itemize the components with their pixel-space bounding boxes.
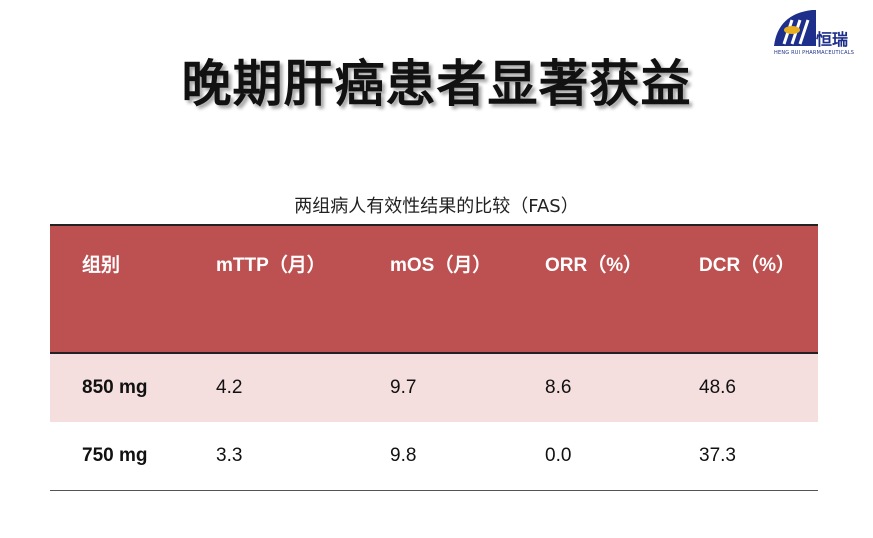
- logo-cn-text: 恒瑞: [816, 30, 849, 49]
- cell-group: 750 mg: [50, 422, 216, 491]
- cell-mos: 9.7: [390, 353, 545, 422]
- header-orr: ORR（%）: [545, 224, 699, 354]
- cell-orr: 0.0: [545, 422, 699, 491]
- cell-group: 850 mg: [50, 353, 216, 422]
- slide-title: 晚期肝癌患者显著获益: [181, 55, 692, 113]
- logo-en-text: HENG RUI PHARMACEUTICALS: [774, 50, 855, 56]
- logo-mark-icon: [774, 10, 816, 46]
- efficacy-table: 组别 mTTP（月） mOS（月） ORR（%） DCR（%） 850 mg 4…: [50, 224, 818, 491]
- cell-orr: 8.6: [545, 353, 699, 422]
- table-row: 750 mg 3.3 9.8 0.0 37.3: [50, 422, 818, 491]
- header-dcr: DCR（%）: [699, 224, 818, 354]
- cell-dcr: 37.3: [699, 422, 818, 491]
- cell-mos: 9.8: [390, 422, 545, 491]
- header-group: 组别: [50, 224, 216, 354]
- table-row: 850 mg 4.2 9.7 8.6 48.6: [50, 353, 818, 422]
- header-mos: mOS（月）: [390, 224, 545, 354]
- table-caption: 两组病人有效性结果的比较（FAS）: [294, 196, 579, 217]
- cell-mttp: 4.2: [216, 353, 390, 422]
- cell-mttp: 3.3: [216, 422, 390, 491]
- table-header-row: 组别 mTTP（月） mOS（月） ORR（%） DCR（%）: [50, 224, 818, 354]
- cell-dcr: 48.6: [699, 353, 818, 422]
- company-logo: 恒瑞 HENG RUI PHARMACEUTICALS: [772, 6, 864, 62]
- header-mttp: mTTP（月）: [216, 224, 390, 354]
